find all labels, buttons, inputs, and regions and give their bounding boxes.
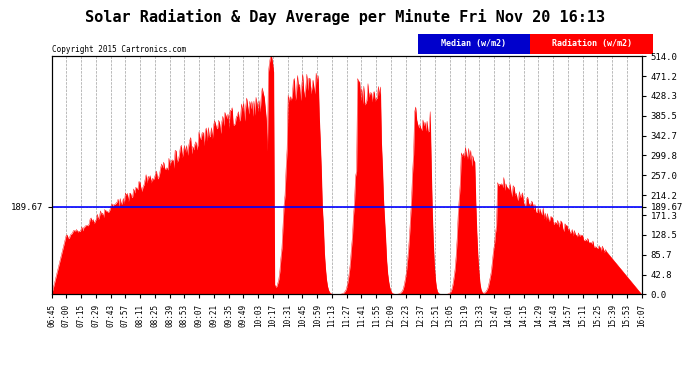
Text: Copyright 2015 Cartronics.com: Copyright 2015 Cartronics.com: [52, 45, 186, 54]
Text: Radiation (w/m2): Radiation (w/m2): [551, 39, 631, 48]
Text: Median (w/m2): Median (w/m2): [441, 39, 506, 48]
Text: Solar Radiation & Day Average per Minute Fri Nov 20 16:13: Solar Radiation & Day Average per Minute…: [85, 9, 605, 26]
Bar: [417, 34, 530, 54]
Bar: [530, 34, 653, 54]
